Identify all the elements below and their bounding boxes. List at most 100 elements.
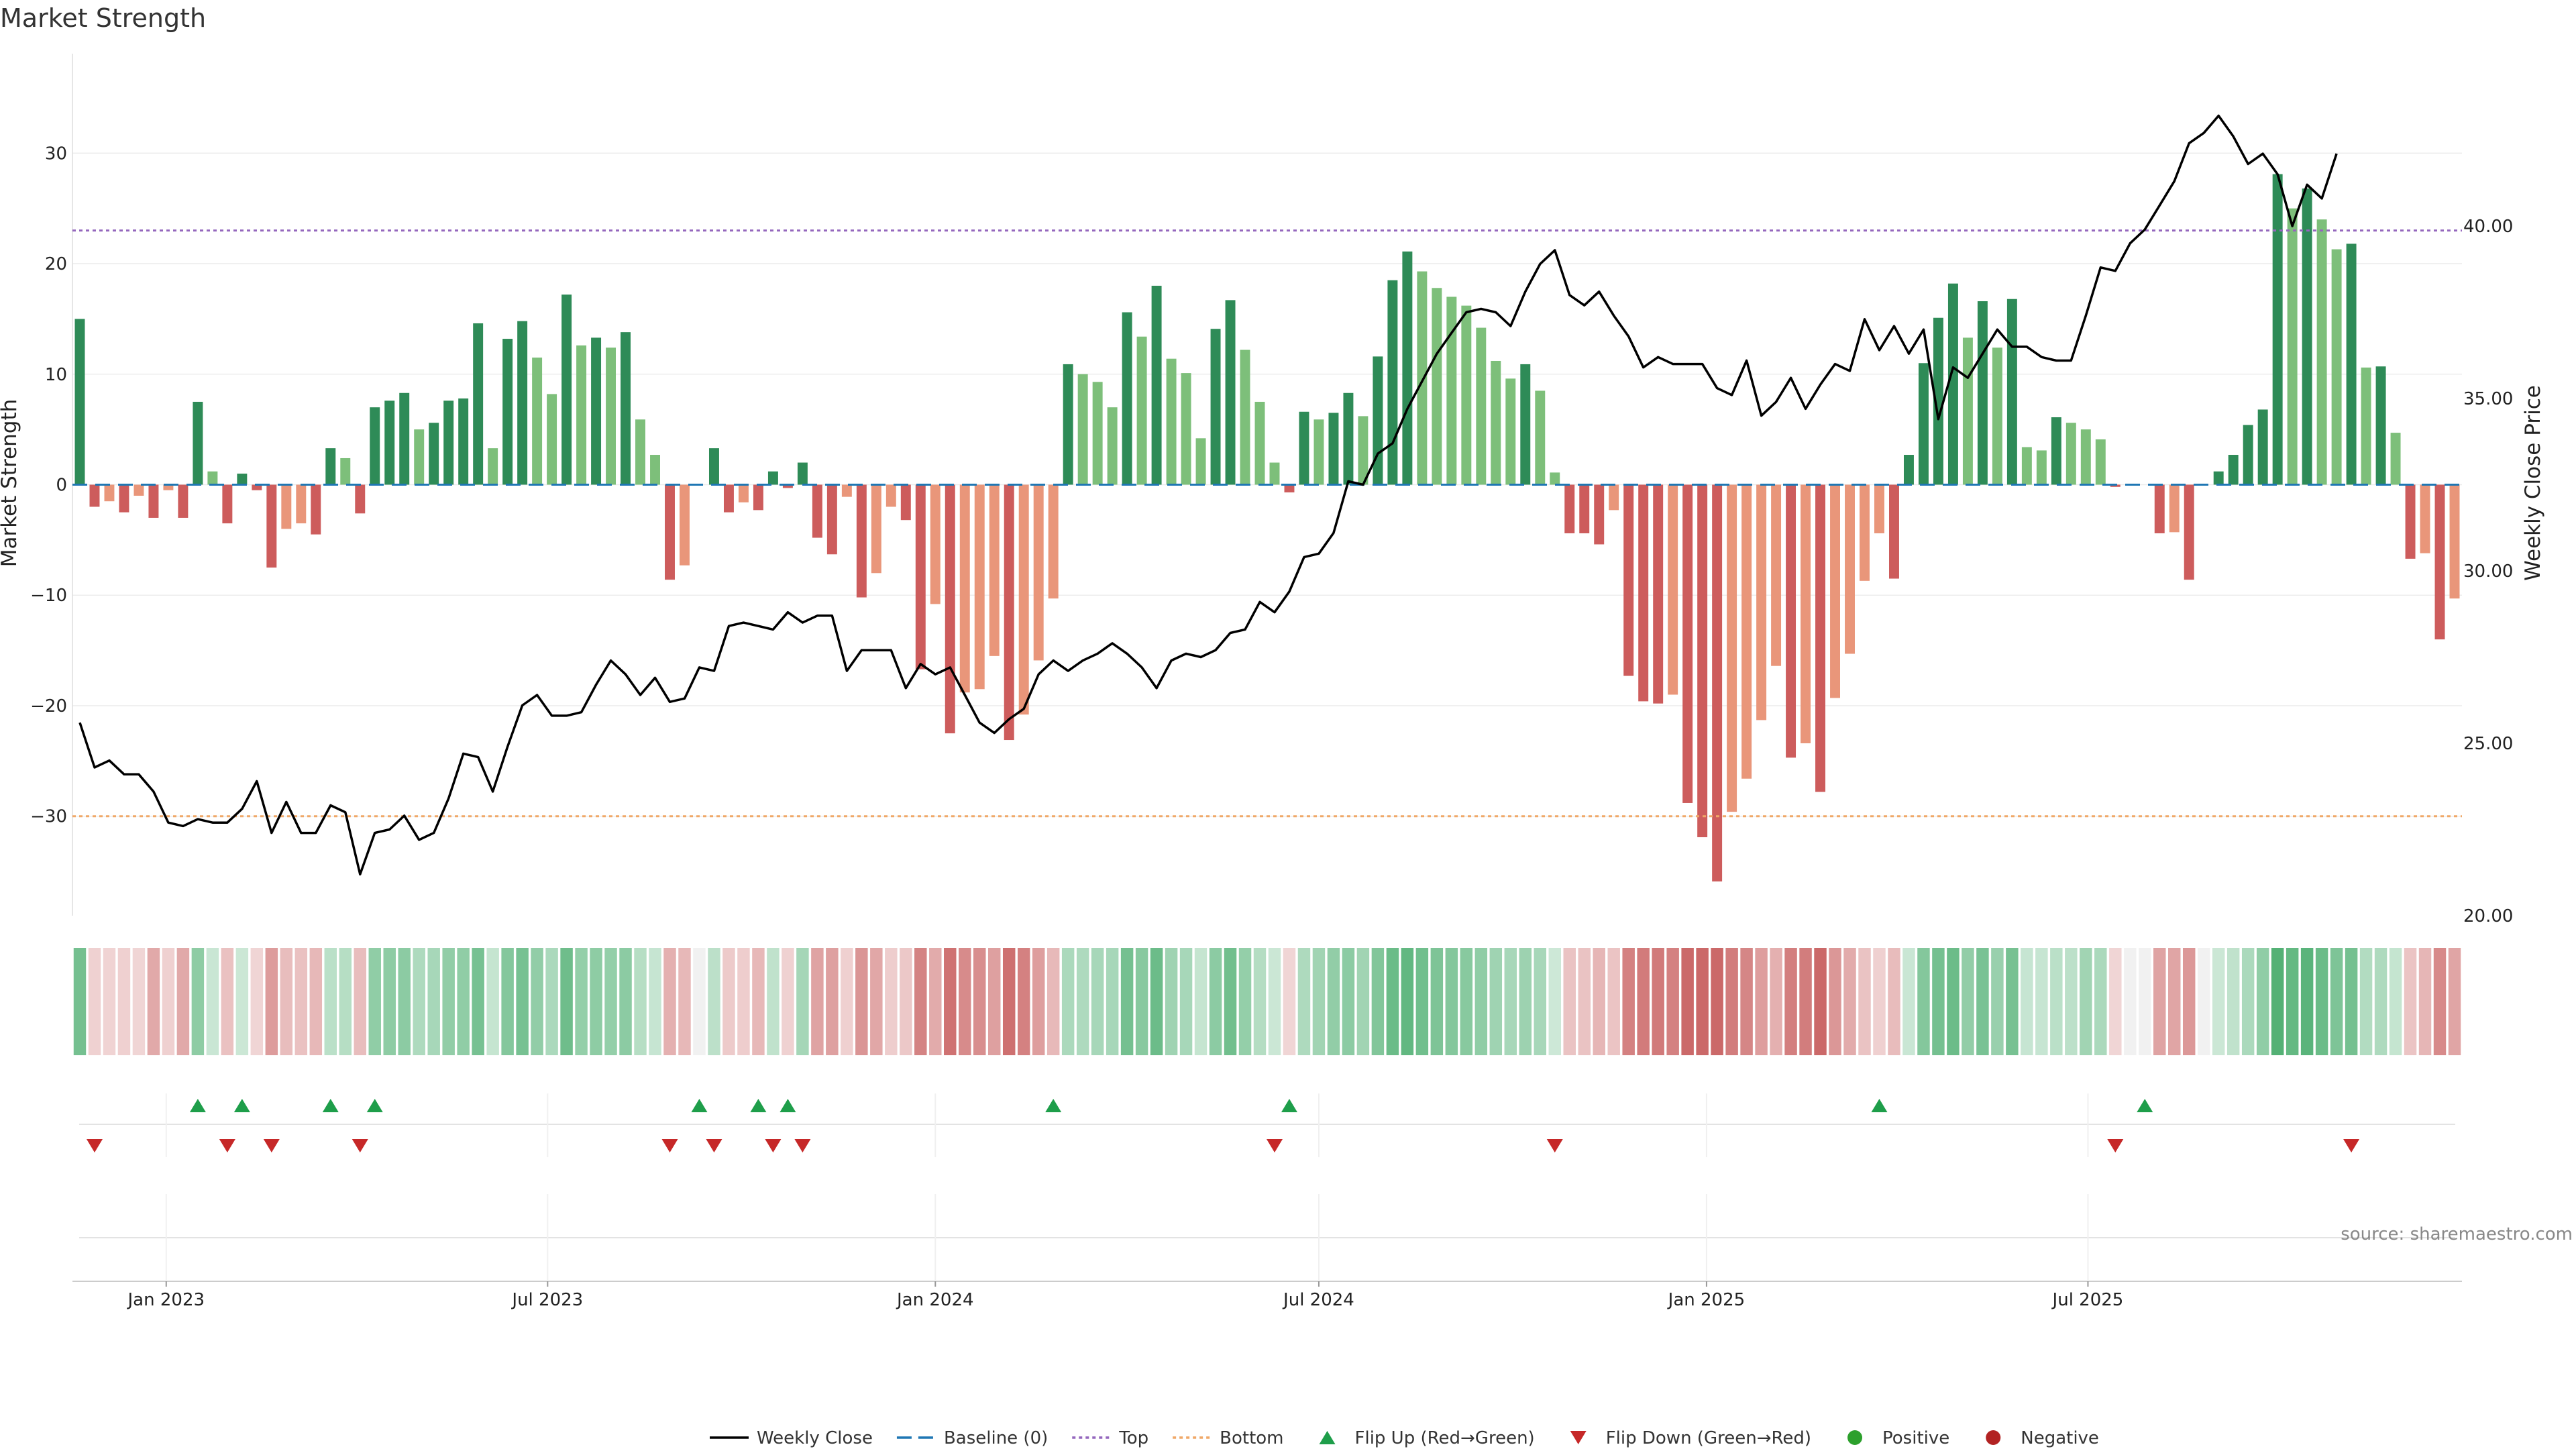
heat-cell bbox=[2094, 948, 2107, 1055]
strength-bar bbox=[885, 484, 896, 507]
heat-cell bbox=[1430, 948, 1444, 1055]
heat-cell bbox=[1607, 948, 1620, 1055]
strength-bar bbox=[1860, 484, 1870, 581]
heat-cell bbox=[1342, 948, 1355, 1055]
strength-bar bbox=[2272, 174, 2283, 485]
legend-negative-label: Negative bbox=[2021, 1428, 2099, 1448]
flip-down-marker bbox=[263, 1139, 280, 1152]
heat-cell bbox=[1165, 948, 1178, 1055]
heat-cell bbox=[2433, 948, 2447, 1055]
strength-bar bbox=[1269, 462, 1280, 485]
strength-bar bbox=[753, 484, 763, 511]
strength-bar bbox=[414, 429, 425, 485]
strength-bar bbox=[1328, 413, 1339, 485]
heat-cell bbox=[1637, 948, 1650, 1055]
heat-cell bbox=[2315, 948, 2328, 1055]
heat-cell bbox=[103, 948, 116, 1055]
strength-bar bbox=[178, 484, 189, 518]
price-series bbox=[78, 114, 2338, 876]
heat-cell bbox=[2330, 948, 2343, 1055]
strength-bar bbox=[621, 332, 631, 485]
heat-cell bbox=[501, 948, 514, 1055]
strength-bar bbox=[974, 484, 985, 690]
bottom-panel bbox=[72, 1194, 2462, 1282]
strength-bar bbox=[1992, 347, 2002, 485]
heat-cell bbox=[870, 948, 883, 1055]
heat-cell bbox=[117, 948, 131, 1055]
heat-cell bbox=[147, 948, 160, 1055]
flip-up-marker bbox=[1281, 1099, 1297, 1112]
heat-cell bbox=[1799, 948, 1812, 1055]
strength-bar bbox=[1888, 484, 1899, 579]
heat-cell bbox=[2050, 948, 2063, 1055]
heat-cell bbox=[2065, 948, 2078, 1055]
heat-cell bbox=[663, 948, 676, 1055]
strength-bar bbox=[1727, 484, 1737, 812]
heat-cell bbox=[1415, 948, 1429, 1055]
heat-cell bbox=[1622, 948, 1635, 1055]
heat-cell bbox=[486, 948, 499, 1055]
flip-down-marker bbox=[1266, 1139, 1283, 1152]
legend-baseline: Baseline (0) bbox=[896, 1428, 1048, 1448]
strength-bar bbox=[708, 448, 719, 485]
flip-down-marker bbox=[352, 1139, 368, 1152]
strength-bar bbox=[561, 294, 572, 485]
y-left-tick-label: −10 bbox=[30, 586, 67, 606]
heat-cell bbox=[1297, 948, 1311, 1055]
heat-cell bbox=[2300, 948, 2314, 1055]
strength-bar bbox=[384, 400, 395, 485]
strength-bar bbox=[1033, 484, 1044, 661]
strength-bar bbox=[1918, 363, 1929, 485]
strength-bar bbox=[2375, 366, 2386, 485]
strength-bar bbox=[355, 484, 366, 514]
strength-bar bbox=[2257, 409, 2268, 485]
legend-positive-label: Positive bbox=[1882, 1428, 1949, 1448]
heat-cell bbox=[1563, 948, 1576, 1055]
heat-cell bbox=[1947, 948, 1960, 1055]
strength-bar bbox=[1947, 283, 1958, 485]
heat-cell bbox=[162, 948, 175, 1055]
strength-bar bbox=[826, 484, 837, 555]
flip-down-marker bbox=[86, 1139, 103, 1152]
heat-cell bbox=[737, 948, 750, 1055]
heat-cell bbox=[398, 948, 411, 1055]
strength-bar bbox=[2361, 367, 2371, 485]
heat-cell bbox=[1784, 948, 1797, 1055]
strength-bar bbox=[1653, 484, 1664, 704]
strength-bar bbox=[1077, 374, 1088, 485]
strength-bar bbox=[1623, 484, 1634, 676]
legend-flip-up-label: Flip Up (Red→Green) bbox=[1355, 1428, 1535, 1448]
strength-bar bbox=[2316, 219, 2327, 485]
strength-bar bbox=[296, 484, 307, 524]
strength-bar bbox=[1520, 364, 1531, 485]
x-axis-ticks: Jan 2023 Jul 2023 Jan 2024 Jul 2024 Jan 2025… bbox=[127, 1281, 2124, 1310]
strength-bar bbox=[2390, 433, 2401, 485]
y-right-tick-label: 20.00 bbox=[2463, 906, 2513, 926]
strength-bar bbox=[1136, 336, 1147, 485]
heat-cell bbox=[2374, 948, 2387, 1055]
legend-baseline-label: Baseline (0) bbox=[944, 1428, 1048, 1448]
heat-cell bbox=[1032, 948, 1045, 1055]
x-tick-label: Jul 2025 bbox=[2051, 1290, 2124, 1310]
strength-bar bbox=[1210, 329, 1221, 485]
heat-cell bbox=[427, 948, 440, 1055]
strength-bar bbox=[1682, 484, 1693, 803]
heat-cell bbox=[2448, 948, 2461, 1055]
x-tick-label: Jan 2024 bbox=[896, 1290, 974, 1310]
strength-bar bbox=[797, 462, 808, 485]
flip-down-marker bbox=[2343, 1139, 2360, 1152]
strength-bar bbox=[119, 484, 129, 513]
heat-cell bbox=[575, 948, 588, 1055]
strength-bar bbox=[1417, 271, 1428, 485]
heat-cell bbox=[619, 948, 632, 1055]
heat-cell bbox=[2345, 948, 2358, 1055]
heat-cell bbox=[2080, 948, 2092, 1055]
strength-bar bbox=[2434, 484, 2445, 640]
legend-flip-down-swatch bbox=[1570, 1431, 1587, 1444]
heat-cell bbox=[767, 948, 780, 1055]
flip-up-marker bbox=[780, 1099, 796, 1112]
heat-cell bbox=[987, 948, 1001, 1055]
strength-bar bbox=[1432, 288, 1442, 485]
heat-cell bbox=[1666, 948, 1679, 1055]
